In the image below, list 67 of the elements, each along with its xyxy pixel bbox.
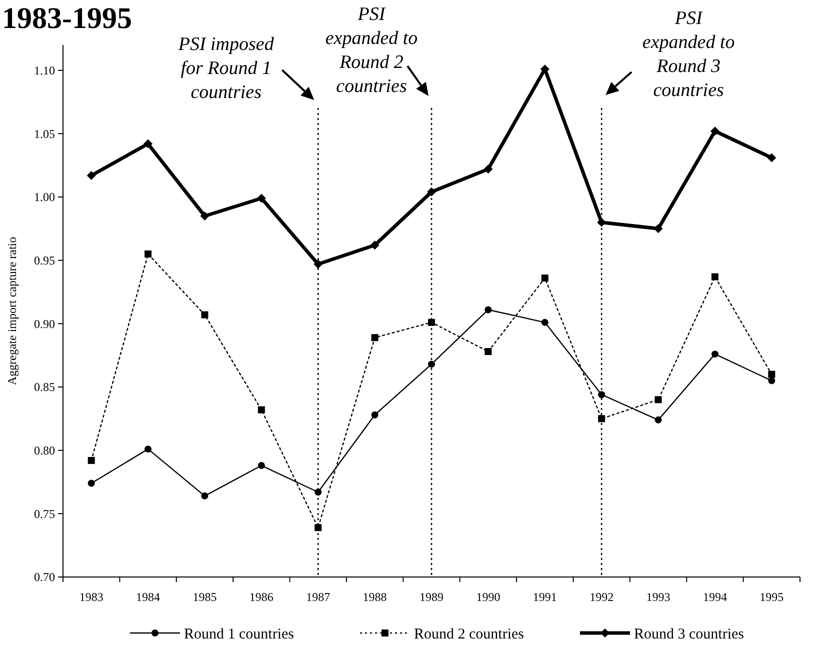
legend-label: Round 1 countries <box>184 626 294 642</box>
point <box>144 139 153 148</box>
point <box>541 274 548 282</box>
x-tick-label: 1986 <box>249 590 274 604</box>
point <box>314 260 323 269</box>
point <box>370 240 380 250</box>
x-tick-label: 1993 <box>646 590 670 604</box>
point <box>258 406 265 414</box>
y-tick-label: 0.85 <box>34 380 55 394</box>
ref-line-label: PSI expanded to Round 2 countries <box>325 4 418 97</box>
y-tick-label: 0.80 <box>34 444 55 458</box>
point <box>598 415 606 422</box>
point <box>201 492 208 500</box>
chart-title: 1983-1995 <box>2 2 132 35</box>
x-tick-label: 1984 <box>136 590 160 604</box>
x-tick-label: 1989 <box>420 590 444 604</box>
point <box>256 194 266 203</box>
x-tick-label: 1995 <box>760 590 784 604</box>
point <box>201 311 208 318</box>
point <box>484 348 492 356</box>
x-tick-label: 1994 <box>702 590 727 604</box>
point <box>88 480 95 487</box>
point <box>598 391 606 398</box>
point <box>710 126 720 136</box>
point <box>767 153 776 162</box>
y-axis-title: Aggregate import capture ratio <box>5 236 19 386</box>
point <box>371 334 378 342</box>
point <box>314 524 322 532</box>
x-tick-label: 1985 <box>192 590 217 604</box>
point <box>144 446 152 453</box>
x-tick-label: 1991 <box>532 590 557 604</box>
point <box>314 488 322 496</box>
y-tick-label: 1.10 <box>34 64 55 78</box>
point <box>540 64 550 74</box>
point <box>541 318 548 326</box>
point <box>654 396 662 404</box>
point <box>427 187 436 196</box>
x-tick-label: 1992 <box>590 590 614 604</box>
point <box>428 318 435 326</box>
point <box>88 456 95 464</box>
x-tick-label: 1987 <box>306 590 330 604</box>
point <box>768 377 776 384</box>
point <box>484 306 492 314</box>
y-tick-label: 1.00 <box>34 190 55 204</box>
x-tick-label: 1988 <box>362 590 387 604</box>
point <box>711 273 718 280</box>
point <box>654 416 662 424</box>
x-tick-label: 1990 <box>476 590 500 604</box>
y-tick-label: 0.95 <box>34 254 55 268</box>
point <box>371 411 378 418</box>
point <box>768 370 776 378</box>
point <box>144 250 152 258</box>
x-tick-label: 1983 <box>79 590 104 604</box>
point <box>484 164 493 174</box>
point <box>200 212 210 220</box>
point <box>258 462 265 470</box>
point <box>711 350 718 358</box>
point <box>86 170 96 180</box>
y-tick-label: 0.90 <box>34 316 55 331</box>
point <box>428 360 435 368</box>
legend-label: Round 2 countries <box>414 626 524 642</box>
ref-line-label: PSI expanded to Round 3 countries <box>642 8 735 101</box>
legend-label: Round 3 countries <box>634 626 744 642</box>
y-tick-label: 0.75 <box>34 506 55 521</box>
ref-line-label: PSI imposed for Round 1 countries <box>177 34 274 103</box>
y-tick-label: 0.70 <box>34 570 55 584</box>
y-tick-label: 1.05 <box>34 126 55 141</box>
